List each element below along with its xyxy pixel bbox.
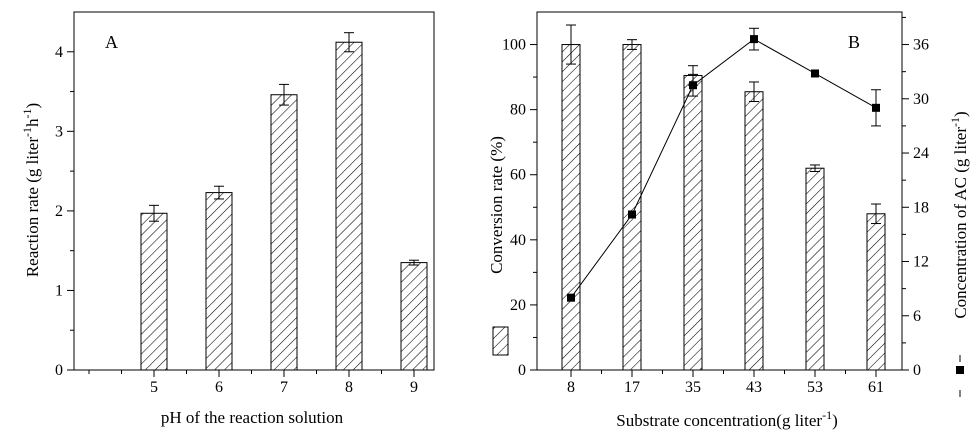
- panel-a-x-tick-labels: 5 6 7 8 9: [150, 379, 418, 396]
- panel-b-bar-error-bars: [566, 25, 881, 224]
- left-y-tick-label-80: 80: [510, 102, 526, 119]
- bar-substrate-17: [623, 45, 641, 370]
- panel-a-x-axis-title: pH of the reaction solution: [161, 408, 344, 427]
- panel-b-ac-concentration-line: [571, 39, 876, 298]
- panel-a-y-axis-title: Reaction rate (g liter-1h-1): [20, 103, 42, 277]
- x-tick-label-6: 6: [215, 379, 223, 396]
- x-tick-label-5: 5: [150, 379, 158, 396]
- marker-ac-35: [689, 81, 697, 89]
- y-tick-label-1: 1: [55, 282, 63, 299]
- y-tick-label-3: 3: [55, 123, 63, 140]
- left-y-tick-label-60: 60: [510, 167, 526, 184]
- x-tick-label-35: 35: [685, 379, 701, 396]
- panel-b-x-tick-labels: 8 17 35 43 53 61: [567, 379, 884, 396]
- bar-ph-8: [336, 42, 362, 370]
- left-y-tick-label-0: 0: [518, 362, 526, 379]
- bar-ph-5: [141, 213, 167, 370]
- right-y-tick-label-12: 12: [913, 254, 929, 271]
- marker-ac-17: [628, 211, 636, 219]
- panel-b-left-y-axis-title: Conversion rate (%): [487, 136, 506, 274]
- marker-ac-43: [750, 35, 758, 43]
- left-y-tick-label-100: 100: [502, 37, 526, 54]
- bar-ph-7: [271, 95, 297, 370]
- panel-b-label: B: [848, 32, 860, 52]
- right-y-tick-label-36: 36: [913, 37, 929, 54]
- y-tick-label-0: 0: [55, 362, 63, 379]
- right-y-tick-label-0: 0: [913, 362, 921, 379]
- panel-a-label: A: [105, 32, 118, 52]
- panel-a-y-tick-labels: 0 1 2 3 4: [55, 44, 63, 379]
- panel-b-bar-legend-swatch: [493, 327, 508, 355]
- bar-substrate-43: [745, 92, 763, 370]
- panel-a-chart: 5 6 7 8 9 0 1 2 3 4 A pH of the reaction solutio…: [20, 12, 434, 427]
- left-y-tick-label-40: 40: [510, 232, 526, 249]
- x-tick-label-61: 61: [868, 379, 884, 396]
- left-y-tick-label-20: 20: [510, 297, 526, 314]
- panel-a-plot-frame: [74, 12, 434, 370]
- x-tick-label-8: 8: [567, 379, 575, 396]
- panel-b-right-y-axis-title: Concentration of AC (g liter-1): [948, 111, 970, 318]
- x-tick-label-17: 17: [624, 379, 640, 396]
- marker-ac-61: [872, 104, 880, 112]
- panel-b-line-markers: [567, 35, 880, 302]
- right-y-tick-label-18: 18: [913, 199, 929, 216]
- bar-substrate-61: [867, 214, 885, 370]
- panel-b-bars: [562, 45, 885, 370]
- y-tick-label-4: 4: [55, 44, 63, 61]
- panel-b-line-legend-swatch: [956, 355, 964, 397]
- panel-b-right-y-tick-labels: 0 6 12 18 24 30 36: [913, 37, 929, 379]
- bar-ph-9: [401, 263, 427, 370]
- right-y-tick-label-30: 30: [913, 91, 929, 108]
- x-tick-label-43: 43: [746, 379, 762, 396]
- right-y-tick-label-6: 6: [913, 308, 921, 325]
- bar-substrate-8: [562, 45, 580, 370]
- x-tick-label-9: 9: [410, 379, 418, 396]
- x-tick-label-8: 8: [345, 379, 353, 396]
- panel-b-x-axis-title: Substrate concentration(g liter-1): [616, 408, 838, 430]
- y-tick-label-2: 2: [55, 203, 63, 220]
- bar-substrate-35: [684, 75, 702, 370]
- bar-ph-6: [206, 193, 232, 370]
- x-tick-label-7: 7: [280, 379, 288, 396]
- x-tick-label-53: 53: [807, 379, 823, 396]
- right-y-tick-label-24: 24: [913, 145, 929, 162]
- panel-b-ticks: [530, 17, 909, 377]
- marker-ac-53: [811, 69, 819, 77]
- bar-substrate-53: [806, 168, 824, 370]
- marker-ac-8: [567, 294, 575, 302]
